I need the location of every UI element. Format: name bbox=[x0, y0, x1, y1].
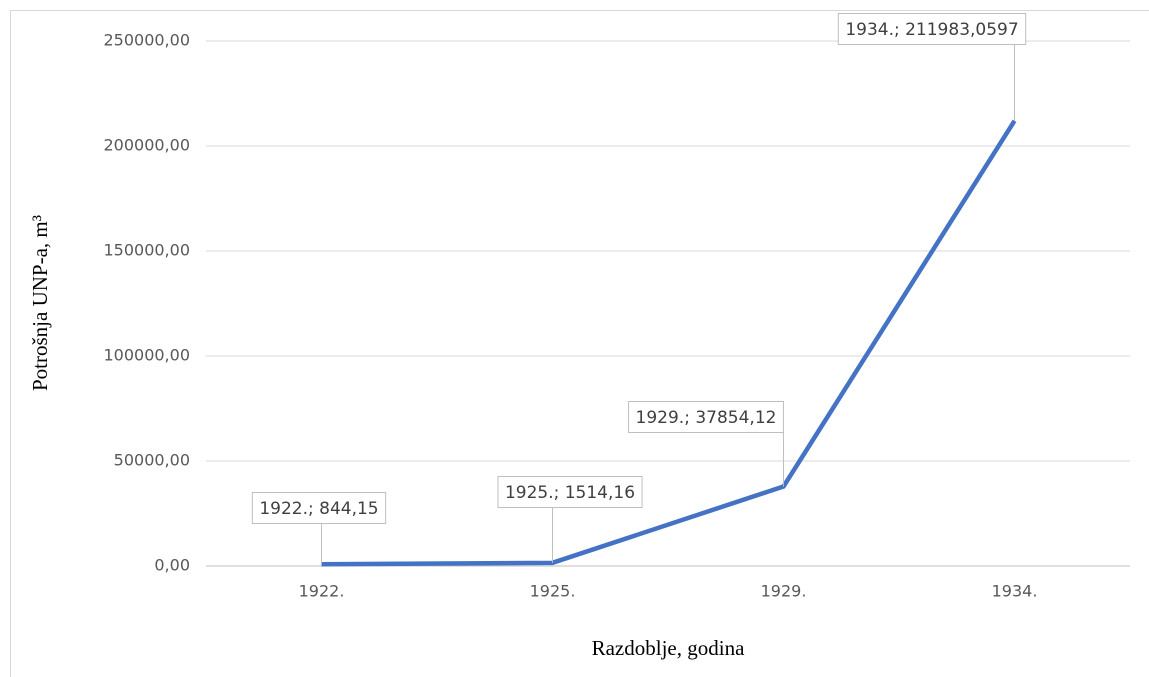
x-tick-label: 1925. bbox=[530, 582, 576, 601]
y-axis-label: Potrošnja UNP-a, m³ bbox=[28, 215, 52, 391]
value-label-box bbox=[251, 492, 387, 524]
y-tick-label: 250000,00 bbox=[103, 31, 190, 50]
chart-frame bbox=[10, 10, 1149, 677]
value-label: 1922.; 844,15 bbox=[259, 499, 378, 519]
value-label: 1934.; 211983,0597 bbox=[845, 20, 1018, 40]
y-tick-label: 100000,00 bbox=[103, 346, 190, 365]
y-tick-label: 50000,00 bbox=[114, 451, 190, 470]
y-tick-label: 150000,00 bbox=[103, 241, 190, 260]
value-label-box bbox=[497, 476, 643, 508]
value-label-box bbox=[837, 13, 1027, 45]
y-tick-label: 200000,00 bbox=[103, 136, 190, 155]
value-label: 1925.; 1514,16 bbox=[505, 483, 635, 503]
value-label-box bbox=[628, 401, 784, 433]
data-line bbox=[321, 119, 1017, 567]
y-tick-label: 0,00 bbox=[154, 556, 190, 575]
x-tick-label: 1934. bbox=[992, 582, 1038, 601]
value-label: 1929.; 37854,12 bbox=[636, 408, 777, 428]
x-axis-label: Razdoblje, godina bbox=[592, 636, 745, 660]
x-tick-label: 1929. bbox=[761, 582, 807, 601]
x-tick-label: 1922. bbox=[299, 582, 345, 601]
